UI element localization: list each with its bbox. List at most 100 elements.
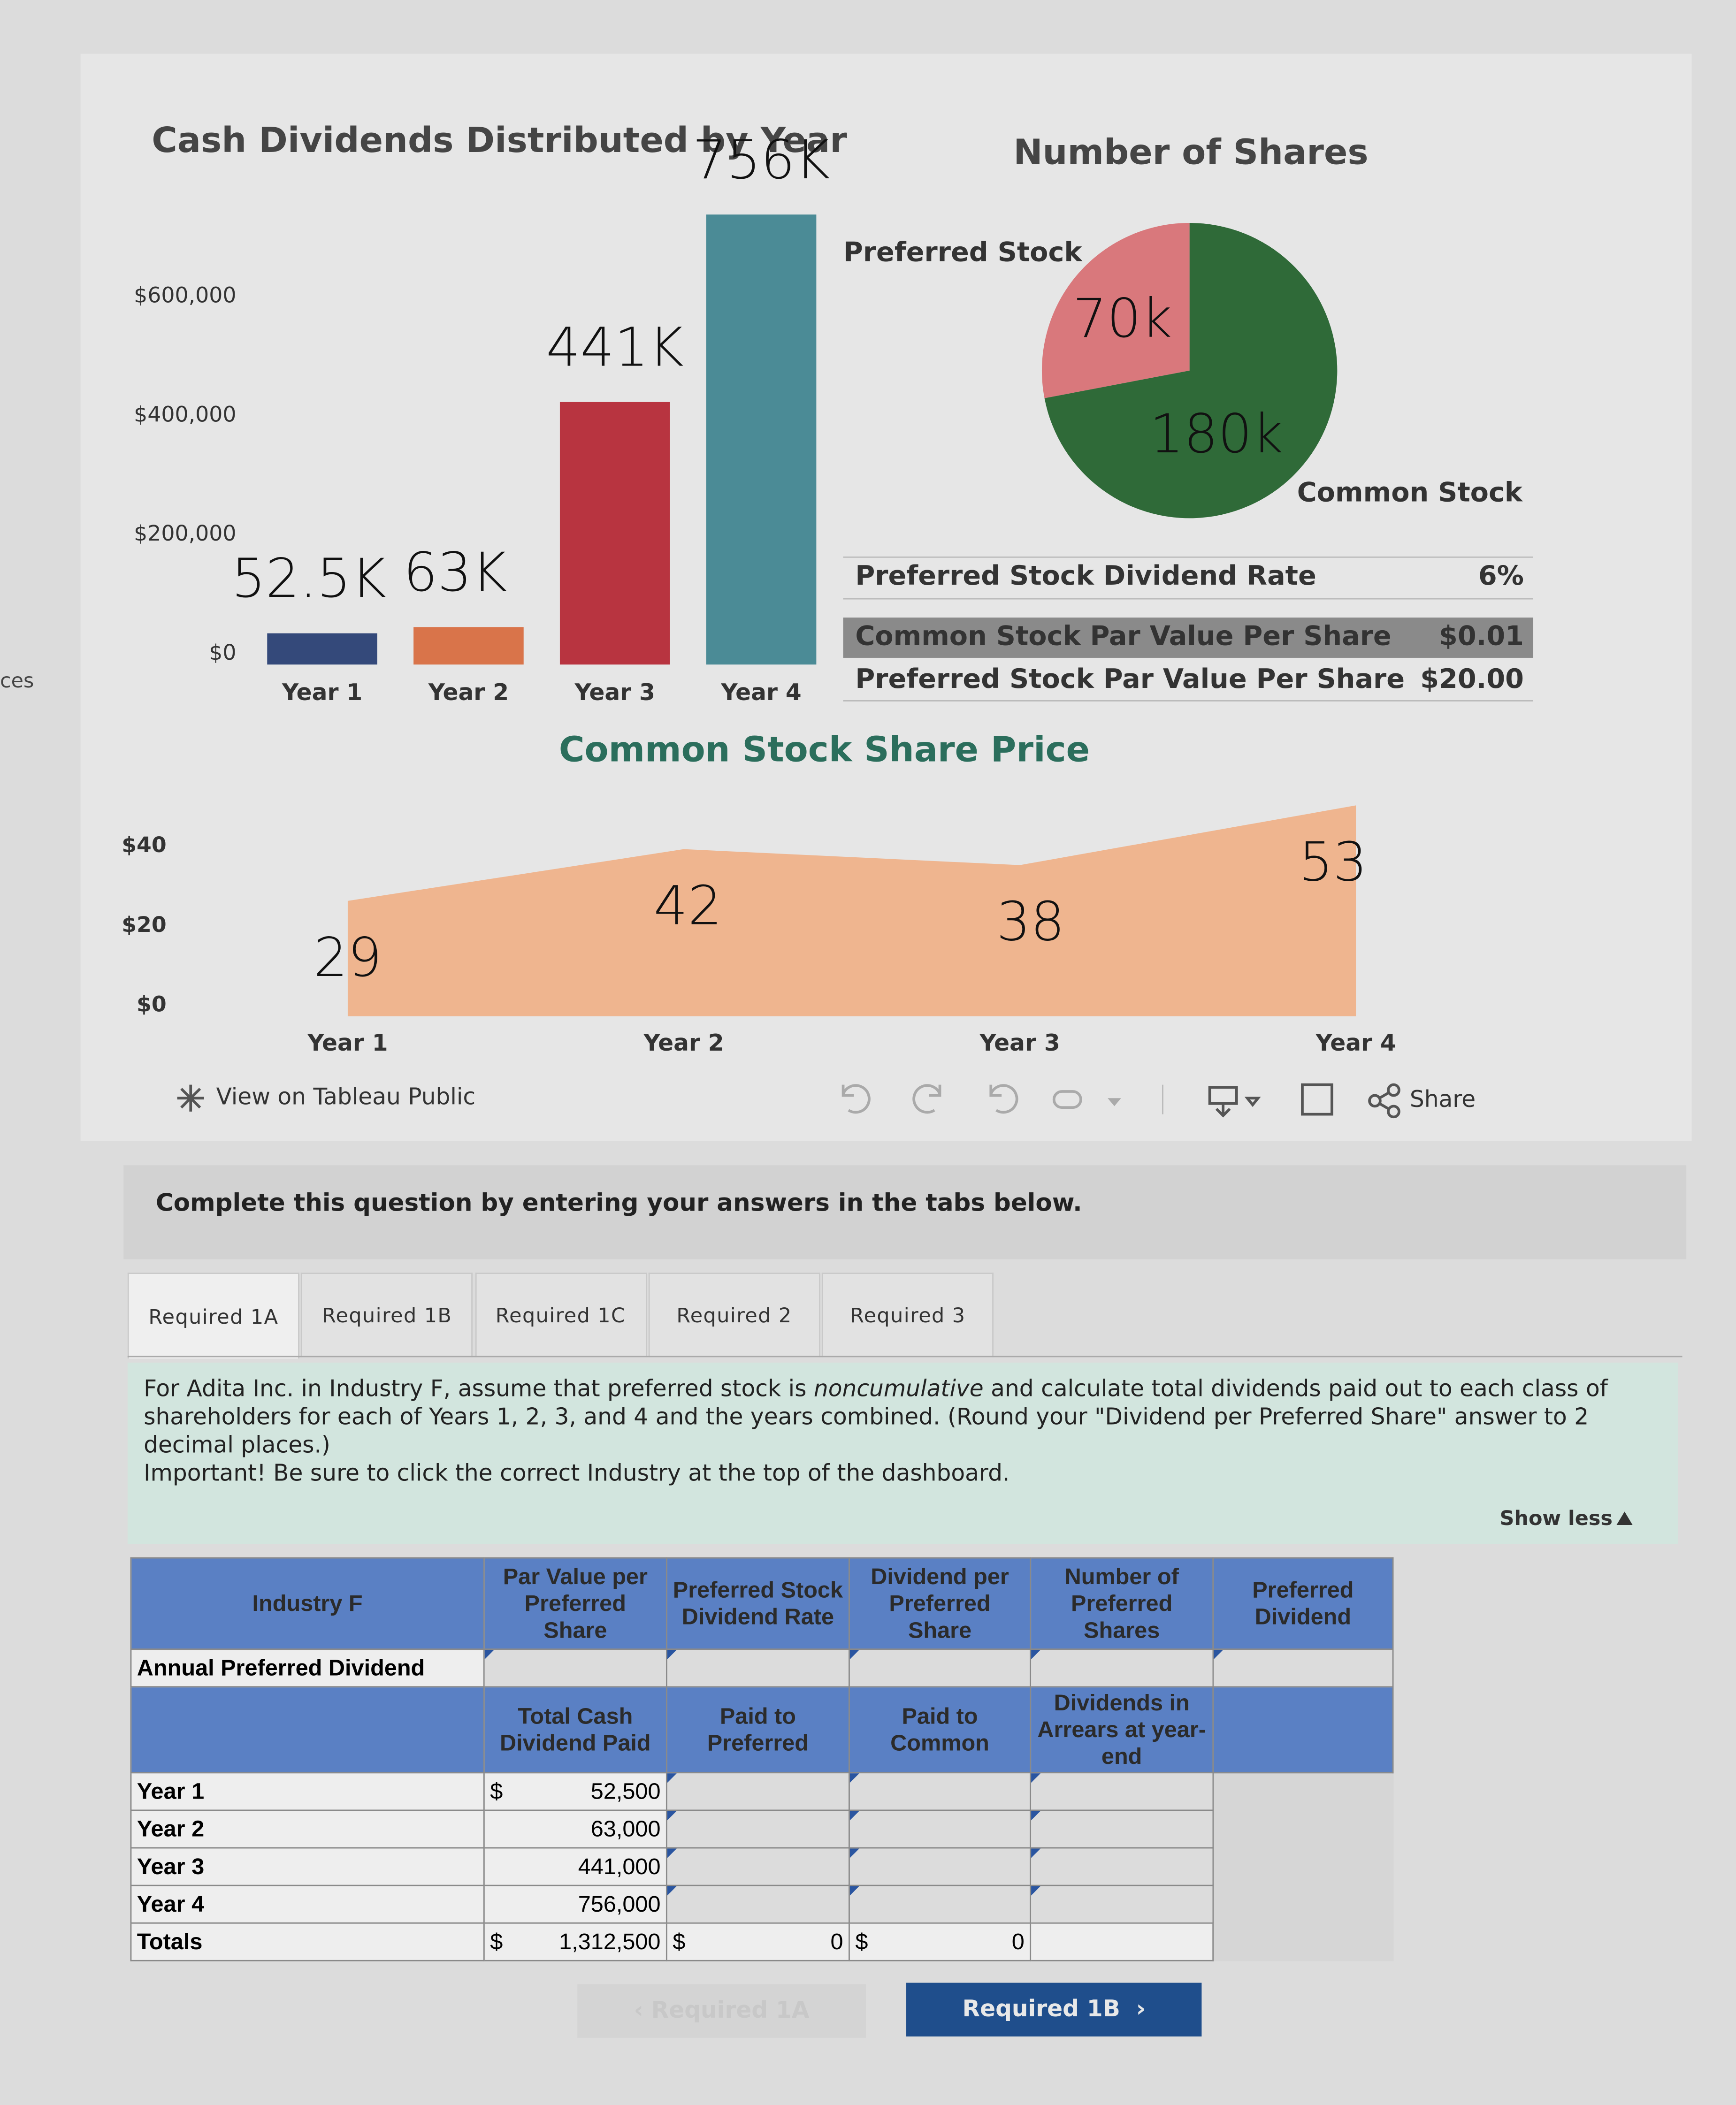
tableau-label: View on Tableau Public bbox=[216, 1083, 476, 1110]
price-area bbox=[347, 805, 1356, 1016]
table-row: Year 2 63,000 bbox=[130, 1809, 1393, 1849]
dropdown-icon[interactable] bbox=[1108, 1098, 1121, 1106]
currency: $ bbox=[490, 1778, 503, 1804]
previous-label: Required 1A bbox=[651, 1997, 810, 2025]
amount: 0 bbox=[1011, 1928, 1025, 1954]
previous-button[interactable]: ‹ Required 1A bbox=[577, 1984, 866, 2038]
blank bbox=[1213, 1885, 1393, 1923]
answer-input[interactable] bbox=[849, 1884, 1032, 1924]
x-tick-label: Year 4 bbox=[720, 679, 801, 706]
amount: 63,000 bbox=[590, 1815, 661, 1841]
header-cell: Paid to Common bbox=[849, 1686, 1032, 1774]
fullscreen-icon[interactable] bbox=[1301, 1083, 1333, 1116]
answer-input[interactable] bbox=[1030, 1884, 1214, 1924]
answer-input[interactable] bbox=[665, 1809, 850, 1849]
table-row: Industry F Par Value per Preferred Share P… bbox=[130, 1557, 1394, 1650]
info-value: 6% bbox=[1478, 560, 1524, 591]
row-label: Year 3 bbox=[130, 1847, 485, 1886]
amount-cell: 441,000 bbox=[483, 1847, 667, 1886]
download-icon[interactable] bbox=[1208, 1086, 1261, 1118]
value-label: 42 bbox=[654, 875, 722, 937]
answer-input[interactable] bbox=[1030, 1809, 1214, 1849]
header-cell: Dividend per Preferred Share bbox=[849, 1557, 1032, 1650]
share-label: Share bbox=[1410, 1086, 1476, 1113]
value-label: 38 bbox=[996, 891, 1065, 953]
answer-input[interactable] bbox=[1030, 1847, 1214, 1886]
tab[interactable]: Required 3 bbox=[822, 1273, 994, 1358]
share-icon-dot bbox=[1368, 1094, 1382, 1108]
bar bbox=[559, 402, 670, 665]
header-cell: Preferred Dividend bbox=[1212, 1557, 1394, 1650]
amount-cell: $0 bbox=[665, 1922, 850, 1961]
bar bbox=[413, 627, 524, 665]
tab[interactable]: Required 1A bbox=[127, 1273, 299, 1359]
blank bbox=[1213, 1772, 1393, 1810]
bar bbox=[267, 633, 377, 665]
amount-cell: $52,500 bbox=[483, 1772, 667, 1811]
blank-cell bbox=[1030, 1922, 1214, 1961]
y-tick-label: $40 bbox=[122, 832, 167, 857]
info-label: Preferred Stock Par Value Per Share bbox=[855, 664, 1405, 694]
answer-input[interactable] bbox=[483, 1648, 667, 1688]
tab[interactable]: Required 1B bbox=[301, 1273, 473, 1358]
answer-input[interactable] bbox=[665, 1648, 850, 1688]
value-label: 29 bbox=[314, 926, 382, 989]
value-label: 180k bbox=[1150, 403, 1284, 465]
table-row: Year 1 $52,500 bbox=[130, 1772, 1393, 1811]
answer-input[interactable] bbox=[849, 1772, 1032, 1811]
answer-input[interactable] bbox=[849, 1809, 1032, 1849]
table-row: Annual Preferred Dividend bbox=[130, 1648, 1394, 1688]
y-tick-label: $20 bbox=[122, 912, 167, 937]
answer-input[interactable] bbox=[849, 1847, 1032, 1886]
answer-input[interactable] bbox=[1030, 1648, 1214, 1688]
answer-input[interactable] bbox=[665, 1884, 850, 1924]
chart-title: Common Stock Share Price bbox=[559, 729, 1090, 770]
pie-slice bbox=[1041, 223, 1190, 398]
important-note: Important! Be sure to click the correct … bbox=[144, 1460, 1010, 1487]
answer-input[interactable] bbox=[665, 1847, 850, 1886]
y-tick-label: $0 bbox=[137, 991, 167, 1016]
share-button[interactable]: Share bbox=[1368, 1083, 1476, 1119]
answer-input[interactable] bbox=[1212, 1648, 1394, 1688]
redo-icon[interactable] bbox=[912, 1084, 941, 1114]
previous-chevron: ‹ bbox=[634, 1997, 651, 2025]
amount: 441,000 bbox=[578, 1853, 661, 1879]
tab[interactable]: Required 2 bbox=[648, 1273, 820, 1358]
answer-input[interactable] bbox=[1030, 1772, 1214, 1811]
next-button[interactable]: Required 1B › bbox=[906, 1983, 1202, 2036]
info-label: Preferred Stock Dividend Rate bbox=[855, 560, 1316, 591]
instruction: Complete this question by entering your … bbox=[123, 1165, 1687, 1259]
blank bbox=[1213, 1923, 1393, 1961]
info-label: Common Stock Par Value Per Share bbox=[855, 621, 1391, 652]
answer-input[interactable] bbox=[849, 1648, 1032, 1688]
x-tick-label: Year 4 bbox=[1315, 1030, 1396, 1056]
description: For Adita Inc. in Industry F, assume tha… bbox=[144, 1376, 1662, 1460]
info-value: $0.01 bbox=[1439, 621, 1524, 652]
revert-icon[interactable] bbox=[989, 1084, 1018, 1114]
show-less[interactable]: Show less bbox=[1500, 1506, 1633, 1530]
x-tick-label: Year 1 bbox=[307, 1030, 388, 1056]
slice-category: Preferred Stock bbox=[843, 236, 1083, 267]
refresh-icon[interactable] bbox=[1052, 1090, 1082, 1109]
value-label: 441K bbox=[546, 316, 684, 378]
share-icon-dot bbox=[1387, 1105, 1400, 1119]
header-cell: Dividends in Arrears at year-end bbox=[1030, 1686, 1214, 1774]
header-cell: Par Value per Preferred Share bbox=[483, 1557, 667, 1650]
y-tick-label: $400,000 bbox=[134, 402, 236, 427]
tab[interactable]: Required 1C bbox=[474, 1273, 647, 1358]
value-label: 52.5K bbox=[231, 547, 386, 610]
description-text: For Adita Inc. in Industry F, assume tha… bbox=[144, 1376, 814, 1403]
description-text: and calculate total dividends paid out t… bbox=[144, 1376, 1608, 1459]
undo-icon[interactable] bbox=[841, 1084, 871, 1114]
answer-input[interactable] bbox=[665, 1772, 850, 1811]
y-tick-label: $200,000 bbox=[134, 521, 236, 546]
amount: 0 bbox=[830, 1928, 843, 1954]
tableau-link[interactable]: View on Tableau Public bbox=[177, 1083, 476, 1112]
next-label: Required 1B bbox=[962, 1996, 1120, 2023]
bar bbox=[706, 214, 817, 665]
amount: 52,500 bbox=[590, 1778, 661, 1804]
amount-cell: 63,000 bbox=[483, 1809, 667, 1849]
slice-category: Common Stock bbox=[1297, 477, 1523, 508]
toolbar: View on Tableau Public Share bbox=[177, 1083, 1476, 1119]
